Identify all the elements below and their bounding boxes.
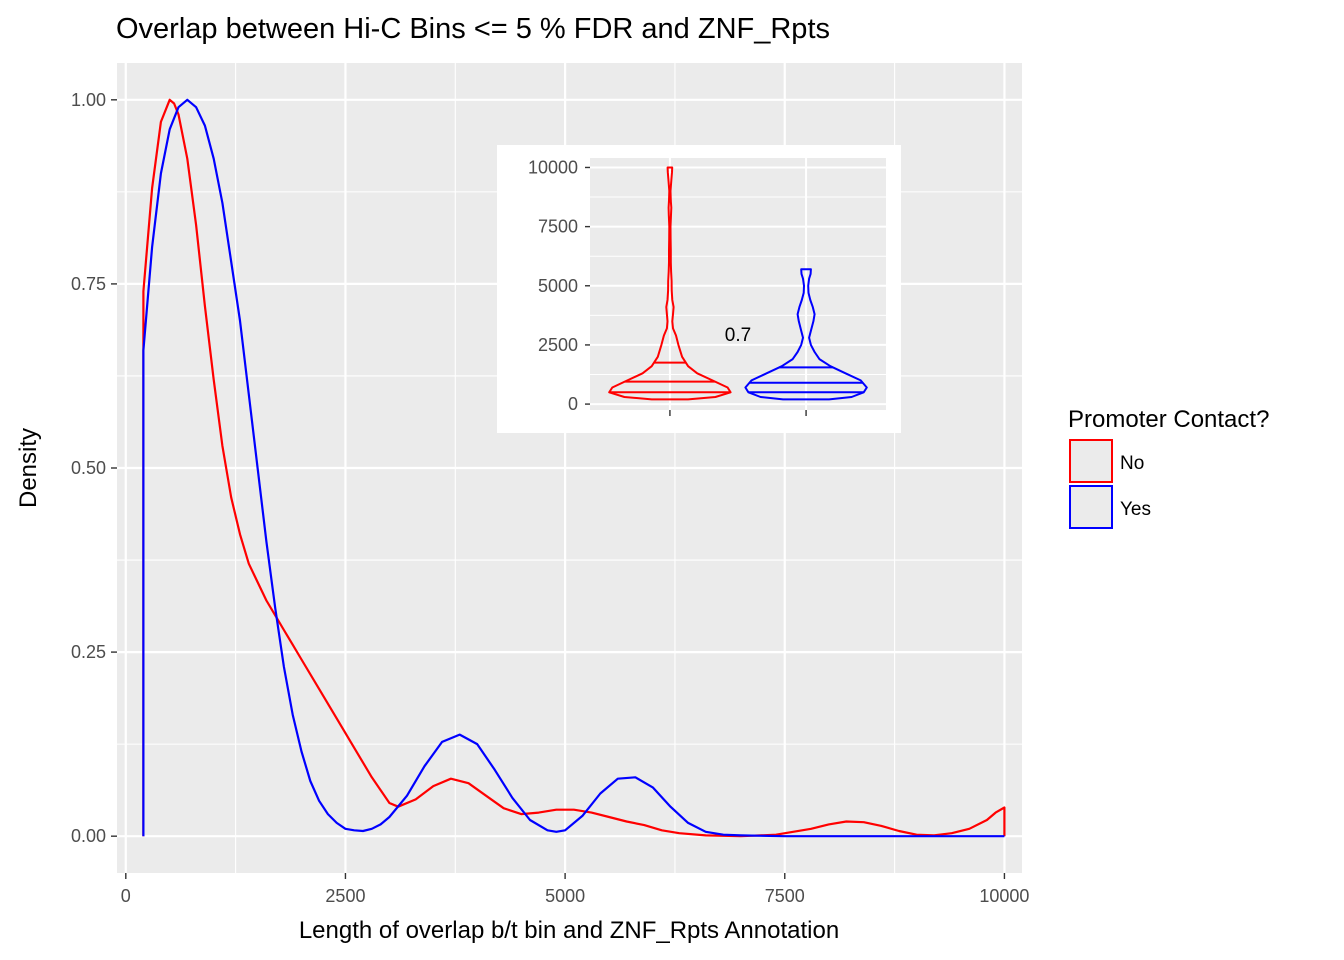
inset-y-tick-label: 2500 xyxy=(538,335,578,355)
inset-annotation: 0.7 xyxy=(725,325,751,346)
inset-y-tick-label: 0 xyxy=(568,394,578,414)
inset-y-axis: 0 2500 5000 7500 10000 xyxy=(528,157,590,414)
y-axis: 0.00 0.25 0.50 0.75 1.00 xyxy=(71,90,117,846)
y-tick-label: 0.25 xyxy=(71,642,106,662)
x-tick-label: 10000 xyxy=(979,886,1029,906)
chart-title: Overlap between Hi-C Bins <= 5 % FDR and… xyxy=(116,13,830,45)
x-axis-title: Length of overlap b/t bin and ZNF_Rpts A… xyxy=(299,917,839,944)
x-tick-label: 7500 xyxy=(765,886,805,906)
legend-title: Promoter Contact? xyxy=(1068,406,1269,433)
legend-key-no xyxy=(1069,439,1113,483)
density-series xyxy=(142,98,1006,838)
inset-y-tick-label: 5000 xyxy=(538,276,578,296)
y-tick-label: 0.50 xyxy=(71,458,106,478)
violin-yes xyxy=(744,268,868,401)
x-tick-label: 2500 xyxy=(325,886,365,906)
y-tick-label: 1.00 xyxy=(71,90,106,110)
legend-label-no: No xyxy=(1120,453,1144,474)
grid-major xyxy=(117,63,1022,873)
y-axis-title: Density xyxy=(15,428,42,508)
inset-panel xyxy=(590,158,886,410)
inset-y-tick-label: 10000 xyxy=(528,157,578,177)
legend-entries: No Yes xyxy=(1069,439,1151,529)
x-axis: 0 2500 5000 7500 10000 xyxy=(121,873,1029,906)
x-tick-label: 0 xyxy=(121,886,131,906)
violin-no xyxy=(608,166,732,401)
legend-label-yes: Yes xyxy=(1120,499,1151,520)
series-yes-density xyxy=(142,98,1005,838)
series-no-density xyxy=(142,98,1006,838)
y-tick-label: 0.00 xyxy=(71,826,106,846)
y-tick-label: 0.75 xyxy=(71,274,106,294)
inset-violin-plot: 0 2500 5000 7500 10000 0.7 xyxy=(497,145,901,433)
inset-violins xyxy=(608,166,868,401)
legend: Promoter Contact? No Yes xyxy=(1068,406,1269,529)
x-tick-label: 5000 xyxy=(545,886,585,906)
inset-y-tick-label: 7500 xyxy=(538,217,578,237)
legend-key-yes xyxy=(1069,485,1113,529)
inset-x-axis xyxy=(669,410,807,416)
